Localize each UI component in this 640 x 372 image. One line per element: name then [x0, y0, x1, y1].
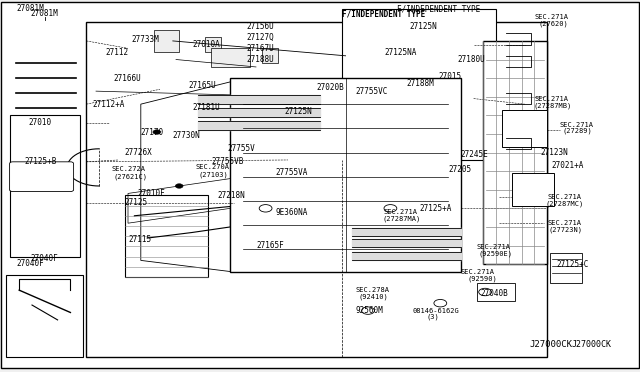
Text: 27125+B: 27125+B: [24, 157, 57, 166]
Text: 27010: 27010: [29, 118, 52, 127]
FancyBboxPatch shape: [10, 162, 74, 192]
Text: 27167U: 27167U: [246, 44, 274, 53]
Text: 27081M: 27081M: [17, 4, 45, 13]
Text: 27125NA: 27125NA: [384, 48, 417, 57]
Text: 27180U: 27180U: [458, 55, 485, 64]
Text: SEC.271A: SEC.271A: [534, 96, 568, 102]
Bar: [86, 22, 547, 357]
Text: 27755VC: 27755VC: [355, 87, 388, 96]
Text: 27125+C: 27125+C: [557, 260, 589, 269]
Text: 27112+A: 27112+A: [93, 100, 125, 109]
Text: 27040B: 27040B: [480, 289, 508, 298]
Text: 27188U: 27188U: [246, 55, 274, 64]
Text: SEC.271A: SEC.271A: [384, 209, 418, 215]
Text: 27125N: 27125N: [285, 107, 312, 116]
Text: (27287MB): (27287MB): [533, 102, 572, 109]
Bar: [342, 9, 496, 160]
Text: (27289): (27289): [563, 128, 592, 134]
Text: (92410): (92410): [358, 294, 388, 300]
Text: 27127Q: 27127Q: [246, 33, 274, 42]
Bar: [262, 48, 278, 63]
Text: 9E360NA: 9E360NA: [275, 208, 308, 217]
Text: 27125+A: 27125+A: [419, 204, 452, 213]
Text: (92590): (92590): [467, 275, 497, 282]
Text: 27165U: 27165U: [189, 81, 216, 90]
Text: 27165F: 27165F: [256, 241, 284, 250]
Text: SEC.271A: SEC.271A: [477, 244, 511, 250]
Text: SEC.270A: SEC.270A: [195, 164, 229, 170]
Bar: [502, 110, 547, 147]
Text: 27755V: 27755V: [227, 144, 255, 153]
Text: 27181U: 27181U: [192, 103, 220, 112]
Text: SEC.271A: SEC.271A: [534, 14, 568, 20]
Text: (92590E): (92590E): [478, 251, 512, 257]
Text: 27123N: 27123N: [541, 148, 568, 157]
Text: F/INDEPENDENT TYPE: F/INDEPENDENT TYPE: [342, 9, 426, 18]
Bar: [154, 30, 179, 52]
Text: 27755VA: 27755VA: [275, 169, 308, 177]
Text: J27000CK: J27000CK: [572, 340, 612, 349]
Text: (27621C): (27621C): [113, 173, 147, 180]
Text: 27726X: 27726X: [125, 148, 152, 157]
Text: 27112: 27112: [106, 48, 129, 57]
Text: 27166U: 27166U: [114, 74, 141, 83]
Text: (27723N): (27723N): [548, 227, 582, 233]
Text: (3): (3): [427, 314, 440, 320]
Circle shape: [153, 130, 161, 134]
Text: SEC.272A: SEC.272A: [112, 166, 146, 172]
Text: 27040F: 27040F: [31, 254, 58, 263]
Text: (27287MC): (27287MC): [545, 201, 584, 207]
Text: 27156U: 27156U: [246, 22, 274, 31]
Bar: [512, 173, 554, 206]
Bar: [125, 195, 208, 277]
Text: 27125: 27125: [125, 198, 148, 207]
Text: SEC.271A: SEC.271A: [547, 194, 581, 200]
Text: 27125N: 27125N: [410, 22, 437, 31]
Text: J27000CK: J27000CK: [530, 340, 573, 349]
Text: 27218N: 27218N: [218, 191, 245, 200]
Text: SEC.278A: SEC.278A: [355, 287, 389, 293]
Text: 27205: 27205: [448, 165, 471, 174]
Text: (27620): (27620): [539, 20, 568, 27]
Text: 27020B: 27020B: [317, 83, 344, 92]
Text: 27115: 27115: [128, 235, 151, 244]
Bar: [550, 253, 582, 283]
Text: (27103): (27103): [198, 171, 228, 178]
Bar: [205, 37, 221, 52]
Text: 27010A: 27010A: [192, 40, 220, 49]
Bar: [211, 48, 250, 67]
Circle shape: [175, 184, 183, 188]
Bar: [230, 78, 461, 272]
Text: 27245E: 27245E: [461, 150, 488, 159]
Text: 27730N: 27730N: [173, 131, 200, 140]
Text: 27015: 27015: [438, 72, 461, 81]
Text: 27188M: 27188M: [406, 79, 434, 88]
Text: 27040F: 27040F: [17, 259, 45, 267]
Text: 92560M: 92560M: [355, 306, 383, 315]
Text: 27021+A: 27021+A: [552, 161, 584, 170]
Text: 27755VB: 27755VB: [211, 157, 244, 166]
Text: (27287MA): (27287MA): [383, 215, 421, 222]
Text: F/INDEPENDENT TYPE: F/INDEPENDENT TYPE: [397, 5, 480, 14]
Text: 27170: 27170: [141, 128, 164, 137]
Bar: [483, 41, 547, 264]
Text: 08146-6162G: 08146-6162G: [413, 308, 460, 314]
Bar: [6, 275, 83, 357]
Bar: [10, 115, 80, 257]
Text: 27010F: 27010F: [138, 189, 165, 198]
Text: SEC.271A: SEC.271A: [461, 269, 495, 275]
Text: SEC.271A: SEC.271A: [560, 122, 594, 128]
Text: 27081M: 27081M: [31, 9, 58, 17]
Text: 27733M: 27733M: [131, 35, 159, 44]
Text: SEC.271A: SEC.271A: [547, 220, 581, 226]
Bar: [477, 283, 515, 301]
